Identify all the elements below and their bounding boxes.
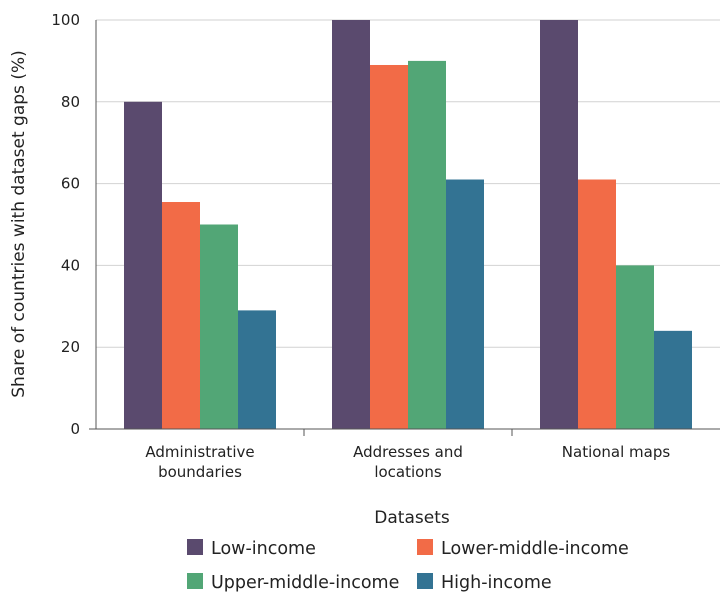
legend-swatch — [417, 573, 433, 589]
bar — [408, 60, 446, 430]
y-tick-label: 20 — [61, 338, 80, 356]
y-tick-label: 40 — [61, 256, 80, 274]
legend-swatch — [417, 539, 433, 555]
bar — [446, 179, 484, 429]
bar — [540, 20, 578, 429]
bar — [238, 310, 276, 429]
x-category-label: Administrative boundaries — [145, 443, 254, 481]
y-tick-label: 100 — [51, 11, 80, 29]
y-tick-label: 80 — [61, 93, 80, 111]
bar — [200, 224, 238, 429]
legend-label: Upper-middle-income — [211, 573, 399, 593]
bar — [370, 64, 408, 430]
y-tick-labels: 0 20 40 60 80 100 — [51, 11, 80, 438]
x-axis-title: Datasets — [374, 508, 450, 528]
x-category-label: Addresses and locations — [353, 443, 463, 481]
bar — [124, 101, 162, 430]
legend-swatch — [187, 573, 203, 589]
bar — [578, 179, 616, 429]
y-tick-label: 60 — [61, 175, 80, 193]
x-category-label-line: National maps — [562, 443, 671, 461]
x-category-label-line: Addresses and — [353, 443, 463, 461]
bars — [124, 20, 692, 430]
x-category-labels: Administrative boundaries Addresses and loc… — [145, 443, 670, 481]
y-tick-label: 0 — [70, 420, 80, 438]
legend-label: Lower-middle-income — [441, 539, 629, 559]
x-category-label-line: locations — [374, 463, 442, 481]
x-category-label: National maps — [562, 443, 671, 461]
x-category-label-line: boundaries — [158, 463, 242, 481]
x-category-label-line: Administrative — [145, 443, 254, 461]
bar — [162, 202, 200, 429]
legend-label: Low-income — [211, 539, 316, 559]
legend-swatch — [187, 539, 203, 555]
bar — [332, 20, 370, 429]
axes — [89, 20, 720, 436]
y-axis-title: Share of countries with dataset gaps (%) — [9, 50, 29, 397]
legend: Low-income Lower-middle-income Upper-middl… — [187, 539, 629, 593]
bar — [616, 265, 654, 429]
legend-label: High-income — [441, 573, 552, 593]
bar — [654, 330, 692, 429]
